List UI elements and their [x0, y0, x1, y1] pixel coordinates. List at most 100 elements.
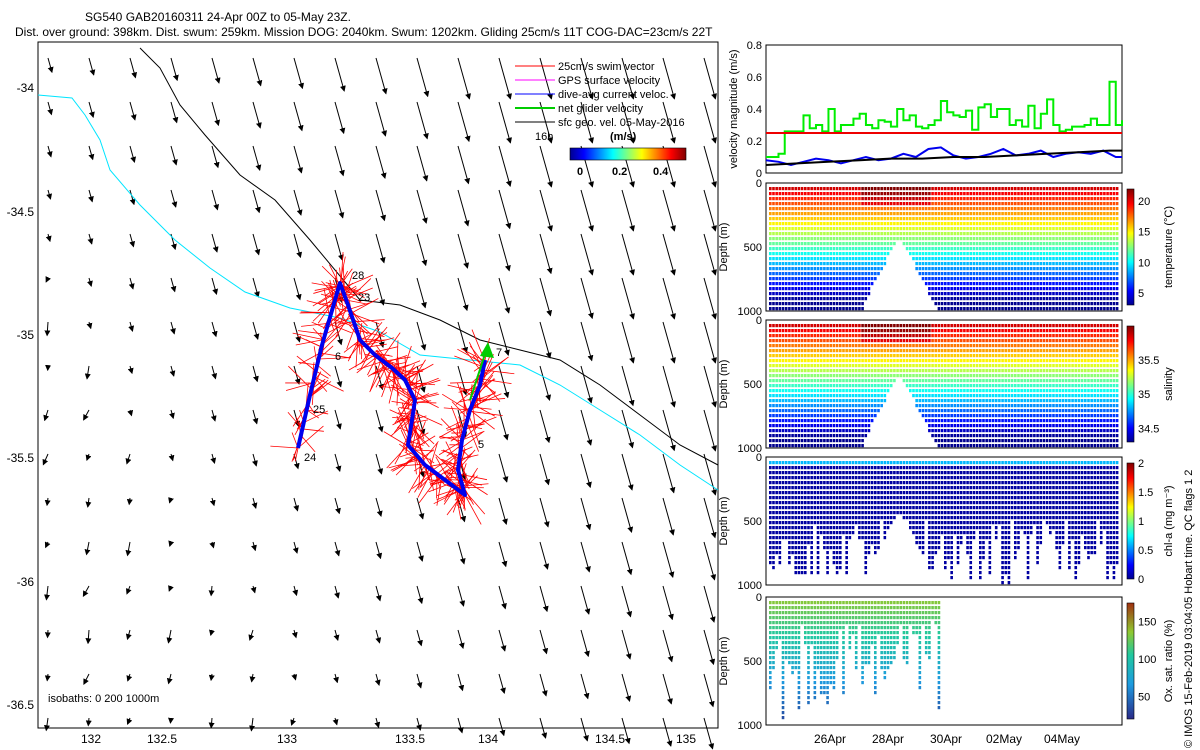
section-sample: [947, 217, 950, 221]
section-sample: [966, 212, 969, 216]
section-sample: [775, 389, 778, 393]
section-sample: [851, 222, 855, 226]
section-sample: [1026, 287, 1030, 291]
section-sample: [864, 222, 868, 226]
section-sample: [963, 232, 966, 236]
section-sample: [1074, 277, 1078, 281]
section-sample: [979, 399, 982, 403]
section-sample: [956, 419, 960, 423]
section-sample: [905, 202, 909, 206]
section-sample: [944, 434, 947, 438]
section-sample: [931, 369, 934, 373]
section-sample: [944, 409, 947, 413]
section-sample: [823, 207, 826, 211]
current-vector-arrow: [539, 365, 552, 401]
section-sample: [975, 302, 979, 306]
section-sample: [810, 349, 813, 353]
section-sample: [1010, 267, 1014, 271]
section-sample: [804, 247, 807, 251]
section-sample: [867, 409, 871, 413]
section-sample: [1058, 237, 1062, 241]
section-sample: [991, 192, 995, 196]
section-sample: [944, 207, 947, 211]
section-sample: [953, 252, 957, 256]
section-sample: [1039, 217, 1043, 221]
section-sample: [819, 364, 823, 368]
section-sample: [788, 404, 791, 408]
section-sample: [1029, 267, 1033, 271]
section-sample: [912, 379, 915, 383]
section-sample: [985, 217, 988, 221]
section-sample: [889, 349, 893, 353]
section-sample: [1077, 212, 1081, 216]
section-sample: [1010, 207, 1014, 211]
section-sample: [985, 324, 988, 328]
section-sample: [937, 217, 941, 221]
section-sample: [791, 207, 794, 211]
section-sample: [988, 257, 992, 261]
section-sample: [1026, 292, 1030, 296]
section-sample: [1112, 282, 1116, 286]
section-sample: [1071, 242, 1074, 246]
section-sample: [826, 389, 829, 393]
section-sample: [778, 232, 782, 236]
section-sample: [854, 369, 858, 373]
section-sample: [781, 272, 785, 276]
section-sample: [950, 277, 953, 281]
section-sample: [899, 359, 903, 363]
section-sample: [1058, 192, 1062, 196]
section-sample: [959, 197, 963, 201]
section-sample: [877, 267, 880, 271]
section-sample: [899, 374, 903, 378]
section-sample: [1090, 307, 1093, 311]
section-sample: [794, 349, 798, 353]
section-sample: [1084, 272, 1087, 276]
section-sample: [819, 257, 823, 261]
current-vector-arrow: [662, 189, 676, 232]
current-vector-arrow: [125, 541, 132, 557]
section-sample: [816, 227, 820, 231]
section-sample: [880, 344, 883, 348]
section-sample: [979, 349, 982, 353]
current-vector-arrow: [47, 57, 54, 74]
section-sample: [1106, 297, 1109, 301]
isobath-line: [139, 47, 719, 466]
section-sample: [966, 187, 969, 191]
section-sample: [902, 369, 906, 373]
current-vector-arrow: [252, 101, 262, 129]
section-sample: [969, 267, 973, 271]
swim-vector: [404, 363, 434, 381]
section-sample: [959, 287, 963, 291]
section-sample: [940, 334, 944, 338]
section-sample: [1033, 242, 1036, 246]
section-sample: [1099, 217, 1103, 221]
section-sample: [940, 277, 944, 281]
swim-vector: [397, 407, 410, 436]
section-sample: [918, 252, 922, 256]
section-sample: [848, 242, 852, 246]
section-sample: [816, 237, 820, 241]
section-sample: [950, 202, 953, 206]
section-sample: [985, 287, 988, 291]
section-sample: [835, 187, 839, 191]
section-sample: [832, 267, 836, 271]
section-sample: [845, 262, 848, 266]
section-sample: [870, 272, 874, 276]
section-sample: [944, 252, 947, 256]
section-sample: [1014, 292, 1017, 296]
section-sample: [918, 374, 922, 378]
section-sample: [1039, 282, 1043, 286]
section-sample: [1084, 192, 1087, 196]
swim-vector: [320, 352, 349, 359]
section-sample: [816, 409, 820, 413]
section-sample: [813, 334, 817, 338]
section-sample: [839, 192, 842, 196]
section-sample: [832, 292, 836, 296]
section-sample: [918, 354, 922, 358]
section-sample: [880, 242, 883, 246]
section-sample: [816, 444, 820, 448]
section-sample: [1033, 267, 1036, 271]
section-sample: [1001, 267, 1004, 271]
section-sample: [772, 354, 775, 358]
section-sample: [880, 202, 883, 206]
